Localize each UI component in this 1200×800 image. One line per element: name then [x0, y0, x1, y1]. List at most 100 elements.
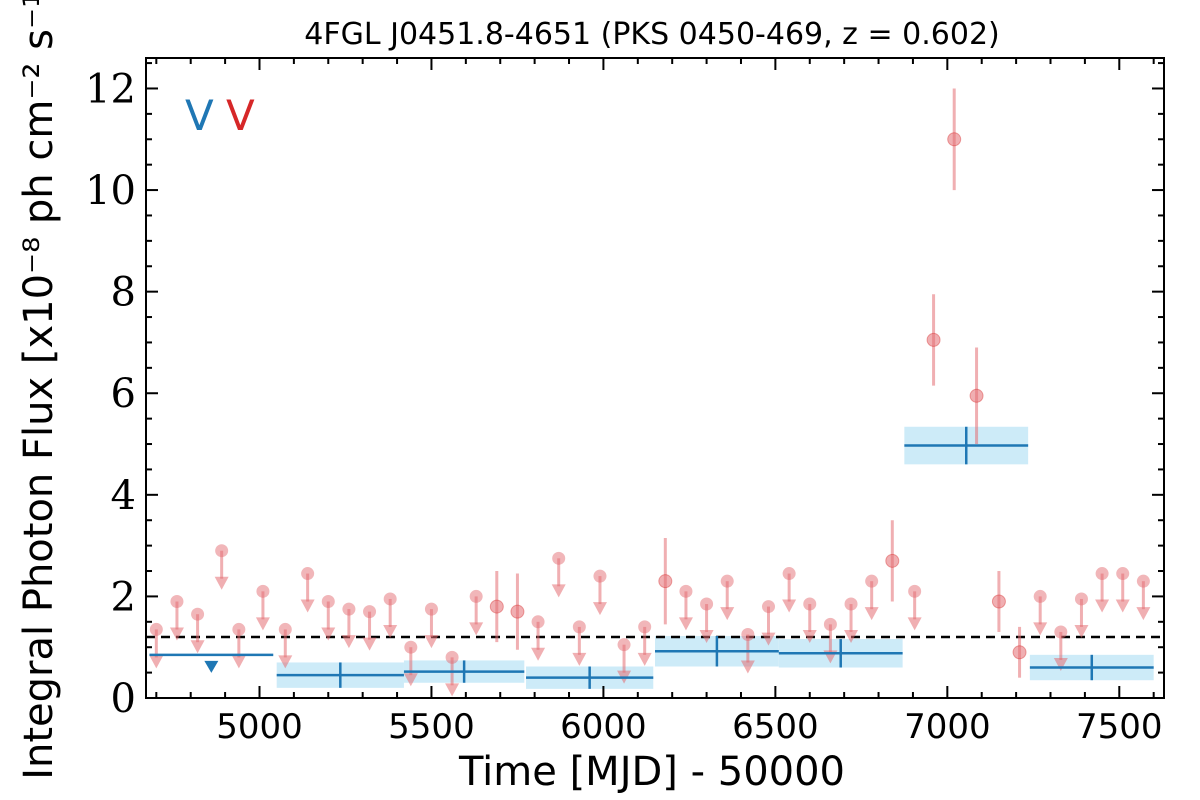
y-axis-label: Integral Photon Flux [x10⁻⁸ ph cm⁻² s⁻¹] [16, 0, 62, 780]
upper-limit-marker [782, 567, 796, 581]
upper-limit-arrow [592, 602, 607, 616]
upper-limit-marker [741, 628, 755, 642]
x-tick-label: 5000 [216, 707, 303, 747]
upper-limit-marker [321, 594, 335, 608]
upper-limit-marker [679, 584, 693, 598]
upper-limit-arrow [424, 635, 439, 649]
y-tick-label: 2 [111, 574, 136, 620]
upper-limit-arrow [1033, 622, 1048, 636]
upper-limit-arrow [445, 683, 460, 697]
upper-limit-arrow [531, 647, 546, 661]
upper-limit-arrow [278, 655, 293, 669]
data-point [969, 388, 984, 403]
data-point [1012, 645, 1027, 660]
x-tick-label: 6500 [732, 707, 819, 747]
legend-entry-long-bins: V [185, 91, 214, 140]
upper-limit-arrow [169, 627, 184, 641]
upper-limit-arrow [1136, 607, 1151, 621]
upper-limit-arrow [844, 630, 859, 644]
axis-ticks: 5000 5500 6000 6500 7000 7500 0 2 4 6 8 10 12 [85, 58, 1164, 747]
upper-limit-marker [531, 615, 545, 629]
data-point [947, 132, 962, 147]
upper-limit-marker [617, 638, 631, 652]
upper-limit-marker [383, 592, 397, 606]
plot-frame [145, 57, 1165, 699]
upper-limit-marker [844, 597, 858, 611]
upper-limit-arrow [864, 607, 879, 621]
upper-limit-arrow [678, 617, 693, 631]
upper-limit-marker [191, 607, 205, 621]
plot-area [146, 88, 1164, 697]
data-point [885, 553, 900, 568]
x-tick-label: 6000 [560, 707, 647, 747]
upper-limit-marker [404, 640, 418, 654]
upper-limit-arrow [321, 627, 336, 641]
upper-limit-arrow [469, 622, 484, 636]
upper-limit-arrow [300, 599, 315, 613]
chart-title: 4FGL J0451.8-4651 (PKS 0450-469, z = 0.6… [304, 17, 999, 52]
upper-limit-arrow [761, 632, 776, 646]
upper-limit-arrow [637, 652, 652, 666]
upper-limit-arrow [740, 660, 755, 674]
upper-limit-marker [552, 551, 566, 565]
data-point [489, 599, 504, 614]
upper-limit-arrow [1095, 599, 1110, 613]
upper-limit-marker [638, 620, 652, 634]
upper-limit-arrow [907, 617, 922, 631]
upper-limit-marker [1054, 625, 1068, 639]
upper-limit-marker [823, 617, 837, 631]
upper-limit-marker [1095, 567, 1109, 581]
y-tick-label: 6 [111, 371, 136, 417]
x-tick-label: 7000 [904, 707, 991, 747]
upper-limit-marker [593, 569, 607, 583]
upper-limit-marker [256, 584, 270, 598]
y-tick-label: 12 [85, 66, 136, 112]
data-point [991, 594, 1006, 609]
long-bin-upper-limit-arrow [204, 660, 219, 673]
upper-limit-arrow [214, 576, 229, 590]
upper-limit-arrow [782, 599, 797, 613]
x-tick-label: 5500 [388, 707, 475, 747]
upper-limit-arrow [341, 635, 356, 649]
upper-limit-marker [170, 594, 184, 608]
upper-limit-marker [700, 597, 714, 611]
upper-limit-marker [424, 602, 438, 616]
data-point [926, 332, 941, 347]
upper-limit-marker [149, 622, 163, 636]
y-tick-label: 8 [111, 270, 136, 316]
upper-limit-arrow [1053, 657, 1068, 671]
upper-limit-arrow [1115, 599, 1130, 613]
upper-limit-marker [761, 600, 775, 614]
data-point [510, 604, 525, 619]
y-tick-label: 10 [85, 168, 136, 214]
upper-limit-marker [445, 650, 459, 664]
upper-limit-marker [215, 544, 229, 558]
upper-limit-arrow [551, 584, 566, 598]
upper-limit-arrow [720, 607, 735, 621]
upper-limit-arrow [383, 624, 398, 638]
upper-limit-marker [278, 622, 292, 636]
upper-limit-marker [572, 620, 586, 634]
upper-limit-marker [301, 567, 315, 581]
upper-limit-arrow [572, 652, 587, 666]
upper-limit-arrow [699, 630, 714, 644]
upper-limit-marker [342, 602, 356, 616]
upper-limit-arrow [1074, 624, 1089, 638]
upper-limit-marker [908, 584, 922, 598]
upper-limit-marker [803, 597, 817, 611]
x-tick-label: 7500 [1076, 707, 1163, 747]
upper-limit-arrow [403, 673, 418, 687]
upper-limit-marker [1074, 592, 1088, 606]
upper-limit-marker [469, 589, 483, 603]
y-tick-label: 0 [111, 676, 136, 722]
upper-limit-marker [1116, 567, 1130, 581]
upper-limit-marker [1136, 574, 1150, 588]
upper-limit-arrow [231, 655, 246, 669]
upper-limit-marker [363, 605, 377, 619]
data-point [658, 574, 673, 589]
upper-limit-arrow [802, 630, 817, 644]
legend-entry-short-bins: V [226, 91, 255, 140]
upper-limit-marker [1033, 589, 1047, 603]
x-axis-label: Time [MJD] - 50000 [458, 749, 845, 795]
